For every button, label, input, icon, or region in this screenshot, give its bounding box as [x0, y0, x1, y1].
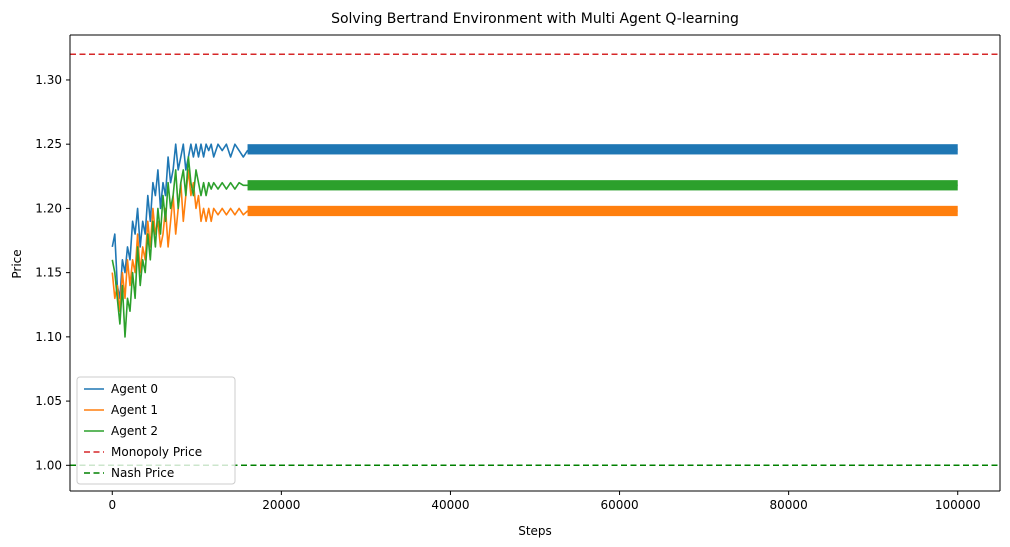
series-group [70, 53, 1000, 467]
series-band-agent-1 [247, 205, 958, 217]
chart-title: Solving Bertrand Environment with Multi … [331, 11, 739, 27]
plot-area: 0 20000 40000 60000 80000 100000 1.00 1.05 1.10 1… [35, 34, 1001, 512]
x-tick-label: 40000 [431, 498, 469, 512]
series-line-agent-1 [111, 169, 958, 312]
x-tick-label: 0 [108, 498, 116, 512]
y-tick-label: 1.15 [35, 266, 62, 280]
legend-label: Monopoly Price [111, 445, 202, 459]
y-tick-label: 1.25 [35, 137, 62, 151]
y-tick-label: 1.10 [35, 330, 62, 344]
y-axis-label: Price [10, 249, 24, 278]
y-tick-label: 1.30 [35, 73, 62, 87]
series-band-agent-0 [247, 144, 958, 155]
x-tick-label: 80000 [770, 498, 808, 512]
series-line-agent-2 [111, 156, 958, 338]
x-tick-label: 60000 [600, 498, 638, 512]
legend-label: Agent 0 [111, 382, 158, 396]
legend-label: Agent 2 [111, 424, 158, 438]
y-tick-label: 1.05 [35, 394, 62, 408]
legend-box [76, 376, 236, 485]
x-tick-label: 100000 [935, 498, 981, 512]
y-tick-label: 1.00 [35, 458, 62, 472]
legend-label: Agent 1 [111, 403, 158, 417]
y-tick-label: 1.20 [35, 201, 62, 215]
legend-label: Nash Price [111, 466, 174, 480]
legend: Agent 0 Agent 1 Agent 2 Monopoly Price Nash … [76, 376, 236, 485]
x-axis-label: Steps [518, 524, 552, 538]
series-line-agent-0 [111, 143, 958, 300]
series-band-agent-2 [247, 180, 958, 191]
x-tick-label: 20000 [262, 498, 300, 512]
